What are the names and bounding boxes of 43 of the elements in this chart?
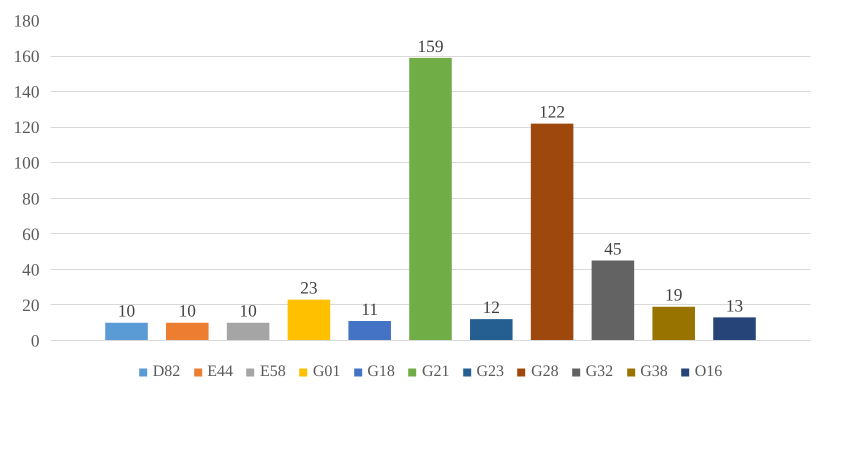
legend-label: G23	[476, 363, 504, 381]
y-tick-label: 160	[14, 47, 40, 66]
y-tick-label: 0	[30, 332, 40, 350]
bar	[348, 320, 391, 340]
y-tick-label: 100	[14, 154, 40, 173]
legend-label: G38	[640, 363, 668, 381]
bar	[713, 317, 756, 340]
data-label: 19	[665, 286, 682, 305]
legend-label: G21	[422, 363, 450, 381]
legend-label: O16	[694, 363, 722, 381]
y-tick-label: 140	[14, 82, 40, 102]
data-label: 10	[239, 302, 257, 321]
data-label: 45	[604, 240, 622, 258]
legend-label: G32	[586, 363, 614, 381]
bar	[470, 319, 513, 340]
data-label: 10	[178, 302, 196, 321]
legend-label: G01	[312, 363, 340, 381]
bar	[226, 322, 270, 340]
legend-label: E44	[207, 363, 234, 381]
data-label: 11	[361, 300, 378, 319]
bar	[530, 124, 574, 340]
y-tick-label: 40	[22, 260, 40, 280]
data-label: 122	[539, 102, 566, 122]
legend-label: E58	[260, 363, 286, 381]
bar	[288, 300, 330, 340]
bar	[409, 58, 452, 340]
legend-label: D82	[152, 363, 180, 381]
data-label: 12	[482, 298, 500, 318]
data-label: 13	[726, 296, 744, 316]
data-label: 23	[300, 278, 318, 298]
y-tick-label: 180	[14, 12, 40, 30]
bar	[105, 322, 148, 340]
bar	[592, 260, 634, 340]
data-label: 10	[118, 302, 136, 321]
legend-label: G28	[531, 363, 559, 381]
y-tick-label: 60	[22, 224, 40, 244]
y-tick-label: 80	[22, 189, 40, 208]
bar	[652, 306, 695, 340]
legend-label: G18	[367, 363, 395, 381]
bar	[166, 322, 209, 340]
y-tick-label: 120	[14, 118, 40, 138]
data-label: 159	[418, 36, 444, 56]
y-tick-label: 20	[22, 296, 40, 315]
